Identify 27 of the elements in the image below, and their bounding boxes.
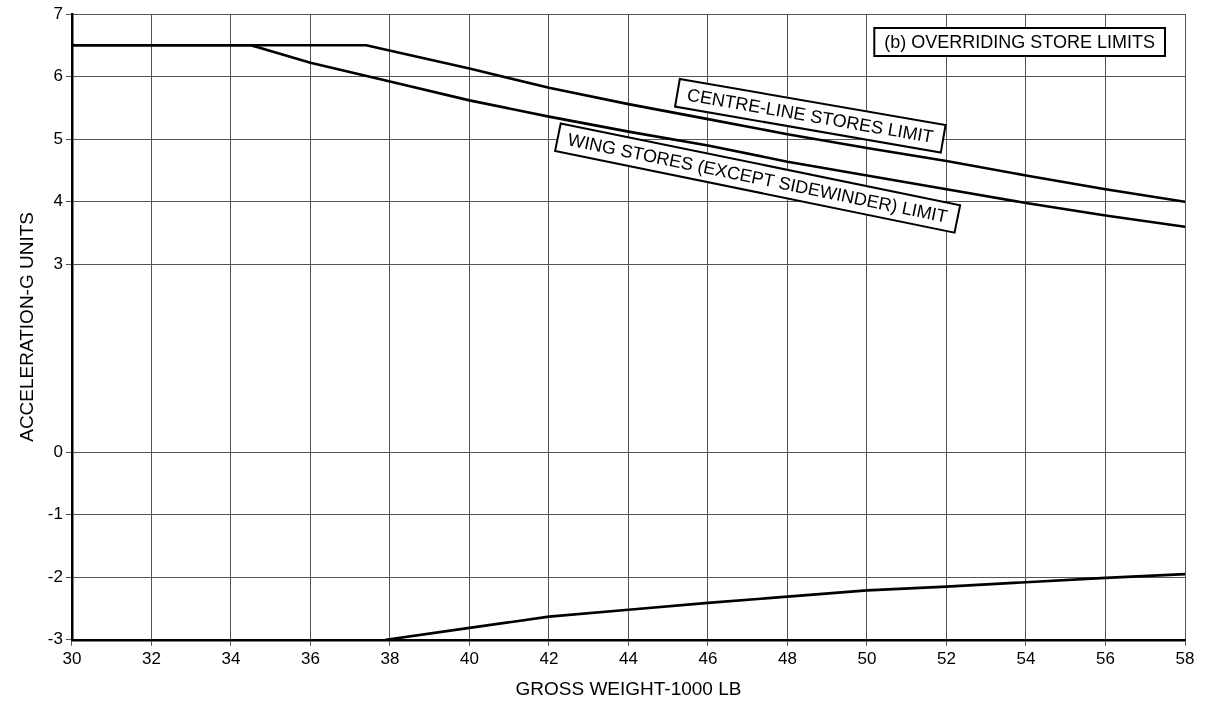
y-tick-label: 7 xyxy=(53,3,63,23)
x-tick-label: 34 xyxy=(221,648,241,668)
y-tick-label: 6 xyxy=(53,66,63,86)
x-tick-label: 38 xyxy=(380,648,400,668)
annotation: (b) OVERRIDING STORE LIMITS xyxy=(884,31,1155,52)
y-tick-label: -2 xyxy=(47,566,63,586)
x-tick-label: 42 xyxy=(539,648,559,668)
x-tick-label: 30 xyxy=(62,648,82,668)
y-tick-label: 3 xyxy=(53,254,63,274)
x-axis-title: GROSS WEIGHT-1000 LB xyxy=(515,677,742,699)
x-tick-label: 44 xyxy=(619,648,638,668)
y-tick-label: 4 xyxy=(53,191,63,211)
x-tick-label: 52 xyxy=(937,648,956,668)
y-tick-label: -1 xyxy=(47,504,63,524)
x-tick-label: 50 xyxy=(857,648,877,668)
y-tick-label: 5 xyxy=(53,128,63,148)
x-tick-label: 56 xyxy=(1096,648,1115,668)
x-tick-label: 58 xyxy=(1175,648,1195,668)
y-axis-title: ACCELERATION-G UNITS xyxy=(15,212,37,442)
y-tick-label: -3 xyxy=(47,629,63,649)
x-tick-label: 32 xyxy=(141,648,161,668)
x-tick-label: 46 xyxy=(698,648,718,668)
x-tick-label: 36 xyxy=(300,648,320,668)
x-tick-label: 40 xyxy=(459,648,479,668)
y-tick-label: 0 xyxy=(53,441,63,461)
x-tick-label: 54 xyxy=(1016,648,1036,668)
x-tick-label: 48 xyxy=(778,648,797,668)
